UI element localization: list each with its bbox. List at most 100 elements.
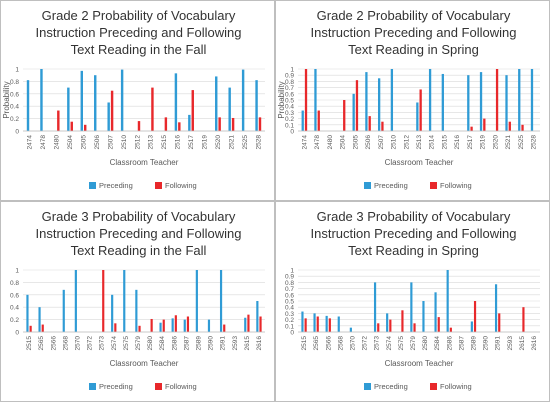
y-tick-label: 0.9 [285, 274, 294, 281]
x-tick-label: 2514 [429, 135, 436, 150]
y-tick-label: 0.9 [285, 73, 294, 80]
x-tick-label: 2580 [147, 336, 154, 351]
bar-following [57, 110, 60, 131]
bar-preceding [215, 76, 218, 131]
x-tick-label: 2568 [62, 336, 69, 351]
x-axis-label: Classroom Teacher [385, 359, 454, 368]
chart-title-line: Grade 3 Probability of Vocabulary [41, 209, 236, 224]
x-tick-label: 2517 [467, 135, 474, 150]
y-tick-label: 0.6 [10, 91, 19, 98]
x-tick-label: 2513 [148, 135, 155, 150]
legend-swatch-preceding [364, 383, 371, 390]
bar-preceding [26, 294, 29, 332]
y-tick-label: 0 [290, 129, 294, 136]
x-tick-label: 2574 [386, 336, 393, 351]
bar-preceding [255, 80, 258, 131]
bar-preceding [219, 270, 223, 332]
x-tick-label: 2589 [470, 336, 477, 351]
x-tick-label: 2616 [256, 336, 263, 351]
y-tick-label: 0.6 [285, 292, 294, 299]
x-tick-label: 2520 [492, 135, 499, 150]
y-tick-label: 0.2 [10, 317, 19, 324]
bar-preceding [314, 69, 317, 131]
bar-chart: 00.10.20.30.40.50.60.70.80.91 2515 2565 256… [285, 268, 540, 391]
x-tick-label: 2515 [161, 135, 168, 150]
bar-following [259, 316, 262, 332]
chart-panel-grade2-spring: Grade 2 Probability of Vocabulary Instru… [275, 0, 550, 201]
bar-following [437, 317, 440, 332]
x-tick-label: 2591 [220, 336, 227, 351]
y-tick-label: 0.2 [10, 116, 19, 123]
x-tick-label: 2516 [175, 135, 182, 150]
y-tick-label: 0.3 [285, 311, 294, 318]
legend-label: Preceding [99, 181, 133, 190]
bar-preceding [373, 282, 377, 332]
bar-following [114, 323, 117, 332]
bar-following [84, 124, 87, 131]
chart-title-line: Grade 2 Probability of Vocabulary [316, 8, 511, 23]
chart-title-line: Text Reading in the Fall [70, 42, 207, 57]
chart-title-line: Text Reading in Spring [348, 42, 479, 57]
bar-preceding [195, 270, 198, 332]
y-tick-label: 0 [15, 330, 19, 337]
x-tick-label: 2510 [391, 135, 398, 150]
x-tick-label: 2570 [74, 336, 81, 351]
x-tick-label: 2474 [301, 135, 308, 150]
bar-preceding [26, 80, 30, 131]
bar-following [317, 110, 320, 131]
x-tick-label: 2478 [40, 135, 47, 150]
bar-following [508, 121, 511, 131]
chart-title: Grade 3 Probability of Vocabulary Instru… [276, 208, 550, 259]
y-tick-label: 0.2 [285, 116, 294, 123]
bar-preceding [40, 69, 43, 131]
bar-following [137, 121, 141, 131]
bar-following [381, 121, 384, 131]
x-tick-label: 2586 [446, 336, 453, 351]
bar-following [151, 87, 154, 131]
bar-following [164, 117, 168, 131]
bar-preceding [479, 72, 483, 131]
x-tick-label: 2520 [215, 135, 222, 150]
bar-following [223, 324, 226, 332]
x-tick-label: 2507 [107, 135, 114, 150]
bar-following [328, 318, 331, 332]
bar-following [70, 121, 73, 131]
legend-label: Following [165, 181, 197, 190]
bar-following [186, 316, 190, 332]
bar-preceding [428, 69, 432, 131]
bar-preceding [494, 284, 498, 332]
legend-label: Preceding [374, 181, 408, 190]
y-tick-label: 0.7 [285, 85, 294, 92]
bar-preceding [416, 102, 419, 131]
x-tick-label: 2615 [244, 336, 251, 351]
y-tick-label: 0.1 [285, 323, 294, 330]
bar-following [389, 319, 392, 332]
bar-following [258, 117, 262, 131]
x-tick-label: 2575 [123, 336, 130, 351]
chart-title-line: Instruction Preceding and Following [35, 226, 242, 241]
chart-title-line: Text Reading in the Fall [70, 243, 207, 258]
y-tick-label: 1 [15, 268, 19, 275]
x-tick-label: 2568 [337, 336, 344, 351]
x-tick-label: 2517 [188, 135, 195, 150]
y-tick-label: 0.6 [10, 292, 19, 299]
chart-title-line: Instruction Preceding and Following [310, 25, 517, 40]
x-tick-label: 2584 [434, 336, 441, 351]
bar-preceding [446, 270, 449, 332]
bar-preceding [518, 69, 521, 131]
legend-swatch-preceding [89, 182, 96, 189]
x-tick-label: 2513 [416, 135, 423, 150]
bar-following [470, 126, 473, 131]
y-tick-label: 1 [15, 67, 19, 74]
bar-following [355, 80, 359, 131]
bar-following [247, 314, 250, 332]
x-tick-label: 2519 [480, 135, 487, 150]
x-tick-label: 2587 [183, 336, 190, 351]
x-tick-label: 2528 [255, 135, 262, 150]
bar-preceding [241, 69, 245, 131]
x-tick-label: 2505 [352, 135, 359, 150]
bar-preceding [377, 78, 381, 131]
bar-preceding [313, 313, 316, 332]
x-tick-label: 2593 [232, 336, 239, 351]
bar-preceding [301, 110, 304, 131]
